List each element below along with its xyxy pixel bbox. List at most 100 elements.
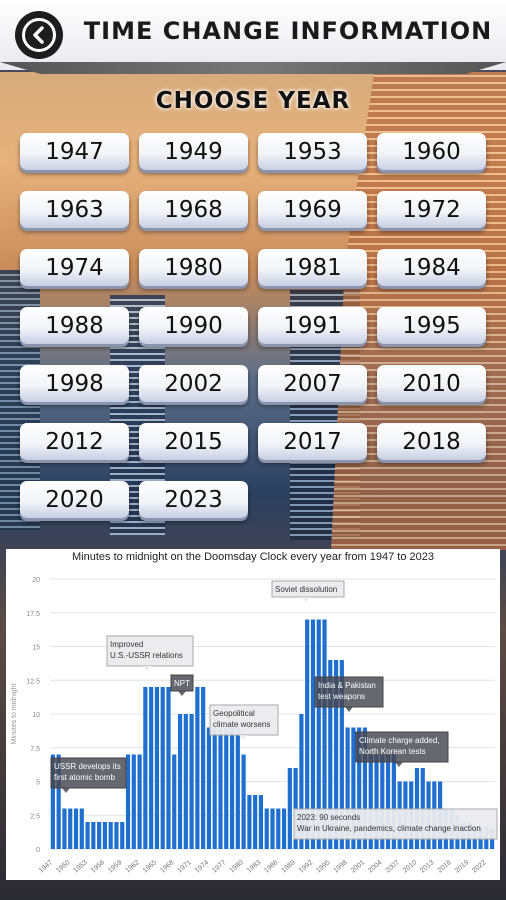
year-button-2015[interactable]: 2015: [139, 423, 248, 460]
annotation-text: North Korean tests: [359, 747, 426, 756]
bar: [85, 822, 90, 849]
year-button-1988[interactable]: 1988: [20, 307, 129, 344]
bar: [201, 687, 206, 849]
annotation-text: 2023: 90 seconds: [297, 813, 360, 822]
annotation-pointer: [345, 707, 353, 712]
y-tick-label: 15: [32, 645, 40, 652]
x-tick-label: 2010: [402, 859, 419, 874]
annotation-text: U.S.-USSR relations: [110, 651, 183, 660]
choose-year-heading: CHOOSE YEAR: [155, 88, 351, 114]
bar: [380, 754, 385, 849]
bar: [229, 727, 235, 849]
annotation-text: NPT: [174, 679, 190, 688]
year-button-1968[interactable]: 1968: [139, 191, 248, 228]
bar: [177, 714, 183, 849]
bar: [56, 754, 61, 849]
year-button-2007[interactable]: 2007: [258, 365, 367, 402]
chart-annotation: Soviet dissolution: [271, 580, 345, 602]
x-tick-label: 1950: [55, 859, 72, 874]
year-button-1949[interactable]: 1949: [139, 133, 248, 170]
bar: [328, 660, 333, 849]
bar: [114, 822, 119, 849]
year-button-1984[interactable]: 1984: [377, 249, 486, 286]
bar: [310, 619, 316, 849]
year-button-2023[interactable]: 2023: [139, 481, 248, 518]
bar: [195, 687, 200, 849]
annotation-text: test weapons: [318, 692, 365, 701]
y-tick-label: 2.5: [30, 813, 40, 820]
bar: [368, 754, 373, 849]
annotation-pointer: [62, 788, 70, 793]
x-tick-label: 1947: [38, 859, 55, 874]
x-tick-label: 1989: [280, 859, 297, 874]
x-tick-label: 1986: [263, 859, 280, 874]
annotation-text: first atomic bomb: [54, 773, 115, 782]
bar: [241, 754, 246, 849]
year-button-1969[interactable]: 1969: [258, 191, 367, 228]
header-divider: [0, 62, 506, 74]
bar: [281, 808, 287, 849]
year-button-1972[interactable]: 1972: [377, 191, 486, 228]
year-button-2002[interactable]: 2002: [139, 365, 248, 402]
year-button-1953[interactable]: 1953: [258, 133, 367, 170]
year-button-1963[interactable]: 1963: [20, 191, 129, 228]
x-tick-label: 1956: [90, 859, 107, 874]
bar: [149, 687, 154, 849]
bar: [91, 822, 96, 849]
year-button-2010[interactable]: 2010: [377, 365, 486, 402]
bar: [276, 808, 281, 849]
bar: [287, 768, 292, 849]
bar: [224, 727, 229, 849]
x-tick-label: 2019: [454, 859, 471, 874]
y-tick-label: 0: [36, 847, 40, 854]
bar: [125, 754, 131, 849]
chart-annotation: Geopolitical climate worsens: [209, 704, 279, 740]
annotation-box: [293, 808, 498, 840]
year-button-2017[interactable]: 2017: [258, 423, 367, 460]
chart-title: Minutes to midnight on the Doomsday Cloc…: [72, 551, 434, 563]
chart-annotation: 2023: 90 seconds War in Ukraine, pandemic…: [293, 808, 498, 840]
bar: [339, 660, 344, 849]
annotation-pointer: [178, 691, 186, 696]
x-tick-label: 2007: [384, 859, 401, 874]
year-button-2012[interactable]: 2012: [20, 423, 129, 460]
year-button-1981[interactable]: 1981: [258, 249, 367, 286]
year-button-1998[interactable]: 1998: [20, 365, 129, 402]
annotation-box: [314, 676, 384, 708]
x-tick-label: 2001: [350, 859, 367, 874]
bar: [206, 727, 212, 849]
bar: [189, 714, 194, 849]
bar: [258, 795, 264, 849]
chart-annotation: Improved U.S.-USSR relations: [106, 635, 194, 671]
year-button-1991[interactable]: 1991: [258, 307, 367, 344]
annotation-pointer: [302, 597, 310, 602]
bar: [391, 754, 396, 849]
year-button-1990[interactable]: 1990: [139, 307, 248, 344]
y-tick-label: 5: [36, 780, 40, 787]
bar: [62, 808, 67, 849]
x-tick-label: 1992: [298, 859, 315, 874]
chart-annotation: USSR develops its first atomic bomb: [50, 757, 127, 793]
bar: [357, 727, 362, 849]
y-tick-label: 7.5: [30, 746, 40, 753]
y-tick-label: 10: [32, 712, 40, 719]
x-tick-label: 1953: [72, 859, 89, 874]
bar: [333, 660, 339, 849]
bar: [322, 619, 327, 849]
year-button-1980[interactable]: 1980: [139, 249, 248, 286]
bar: [183, 714, 188, 849]
chart-svg: 0 2.5 5 7.5 10 12.5 15 17.5 20 Minutes to midnigh…: [11, 577, 498, 875]
bar: [68, 808, 73, 849]
year-button-1947[interactable]: 1947: [20, 133, 129, 170]
year-button-1995[interactable]: 1995: [377, 307, 486, 344]
bar: [345, 727, 350, 849]
year-button-2020[interactable]: 2020: [20, 481, 129, 518]
x-tick-label: 2022: [471, 859, 488, 874]
x-tick-label: 1974: [194, 859, 211, 874]
annotation-text: USSR develops its: [54, 762, 121, 771]
annotation-text: Soviet dissolution: [275, 585, 337, 594]
year-button-1960[interactable]: 1960: [377, 133, 486, 170]
year-button-1974[interactable]: 1974: [20, 249, 129, 286]
back-button[interactable]: [15, 11, 63, 59]
year-button-2018[interactable]: 2018: [377, 423, 486, 460]
